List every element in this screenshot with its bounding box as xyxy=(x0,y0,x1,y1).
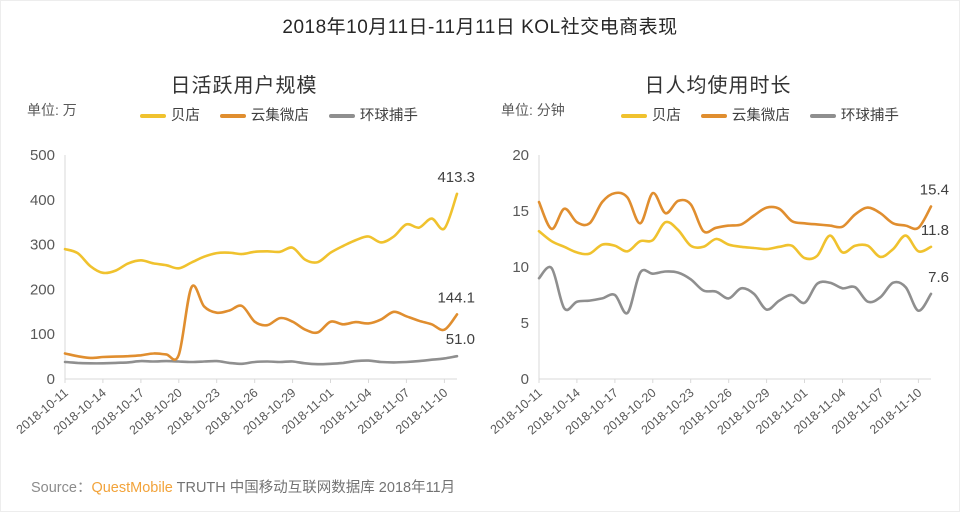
svg-text:400: 400 xyxy=(30,192,55,209)
chart-title: 日活跃用户规模 xyxy=(170,75,318,97)
legend-item-yunji: 云集微店 xyxy=(700,108,790,124)
source-note: Source：QuestMobile TRUTH 中国移动互联网数据库 2018… xyxy=(31,476,455,497)
svg-text:5: 5 xyxy=(521,315,529,332)
legend-item-beidian: 贝店 xyxy=(620,108,681,124)
svg-text:7.6: 7.6 xyxy=(928,269,949,286)
huanqiu-line-swatch xyxy=(328,114,355,118)
legend-label: 云集微店 xyxy=(250,108,309,124)
svg-text:500: 500 xyxy=(30,147,55,164)
yunji-line-swatch xyxy=(700,114,727,118)
svg-text:413.3: 413.3 xyxy=(437,169,475,186)
unit-label: 单位: 分钟 xyxy=(501,102,565,118)
legend-item-yunji: 云集微店 xyxy=(219,108,309,124)
svg-text:10: 10 xyxy=(512,259,529,276)
source-text: TRUTH 中国移动互联网数据库 2018年11月 xyxy=(172,480,456,496)
legend-label: 贝店 xyxy=(170,108,200,124)
svg-text:100: 100 xyxy=(30,326,55,343)
chart-panel-daily-usage-duration: 日人均使用时长 单位: 分钟 贝店 云集微店 环球捕手 xyxy=(481,41,955,457)
svg-text:15: 15 xyxy=(512,203,529,220)
legend-label: 云集微店 xyxy=(731,108,790,124)
chart-title: 日人均使用时长 xyxy=(644,75,792,97)
svg-text:0: 0 xyxy=(47,371,55,388)
legend-label: 贝店 xyxy=(651,108,681,124)
legend-item-huanqiu: 环球捕手 xyxy=(328,108,418,124)
page-title: 2018年10月11日-11月11日 KOL社交电商表现 xyxy=(282,17,678,38)
legend-item-huanqiu: 环球捕手 xyxy=(809,108,899,124)
source-label: Source： xyxy=(31,480,92,496)
beidian-line-swatch xyxy=(139,114,166,118)
unit-label: 单位: 万 xyxy=(27,102,77,118)
svg-text:200: 200 xyxy=(30,281,55,298)
svg-text:11.8: 11.8 xyxy=(921,222,949,239)
svg-text:15.4: 15.4 xyxy=(920,182,949,199)
legend-label: 环球捕手 xyxy=(359,108,418,124)
legend: 贝店 云集微店 环球捕手 xyxy=(77,109,481,123)
svg-text:300: 300 xyxy=(30,237,55,254)
daily-active-users-line-chart: 01002003004005002018-10-112018-10-142018… xyxy=(14,147,475,437)
svg-text:51.0: 51.0 xyxy=(446,331,475,348)
chart-header: 单位: 万 贝店 云集微店 环球捕手 xyxy=(7,101,481,129)
legend-label: 环球捕手 xyxy=(840,108,899,124)
legend: 贝店 云集微店 环球捕手 xyxy=(565,109,955,123)
svg-text:20: 20 xyxy=(512,147,529,164)
yunji-line-swatch xyxy=(219,114,246,118)
svg-text:144.1: 144.1 xyxy=(437,289,475,306)
huanqiu-line-swatch xyxy=(809,114,836,118)
legend-item-beidian: 贝店 xyxy=(139,108,200,124)
charts-row: 日活跃用户规模 单位: 万 贝店 云集微店 环球捕手 xyxy=(1,41,959,457)
svg-text:0: 0 xyxy=(521,371,529,388)
daily-usage-duration-line-chart: 051015202018-10-112018-10-142018-10-1720… xyxy=(488,147,949,437)
beidian-line-swatch xyxy=(620,114,647,118)
chart-header: 单位: 分钟 贝店 云集微店 环球捕手 xyxy=(481,101,955,129)
chart-panel-daily-active-users: 日活跃用户规模 单位: 万 贝店 云集微店 环球捕手 xyxy=(7,41,481,457)
questmobile-brand: QuestMobile xyxy=(91,480,173,496)
